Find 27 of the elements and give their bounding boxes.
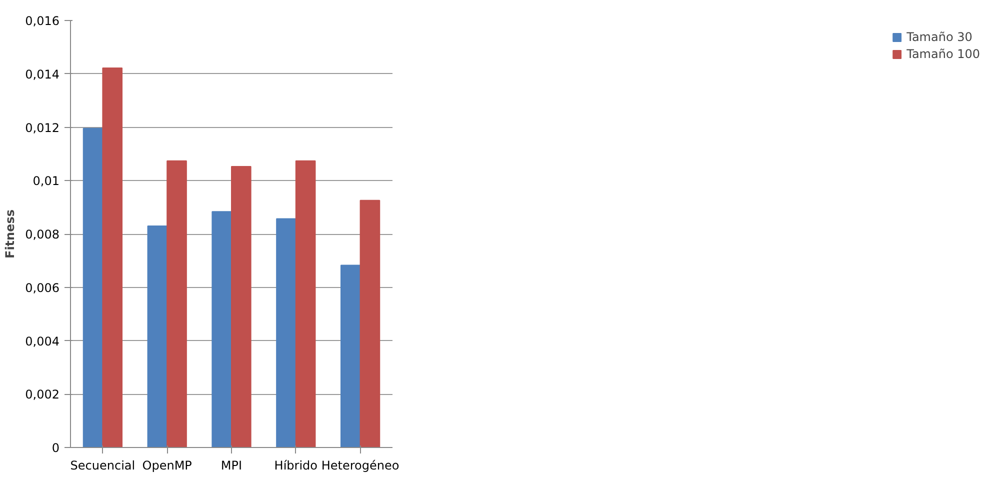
bar — [276, 218, 296, 448]
y-tick-label: 0 — [52, 441, 60, 455]
y-axis-title: Fitness — [3, 209, 18, 259]
y-tick-label: 0,002 — [25, 388, 60, 402]
y-tick-label: 0,014 — [25, 67, 60, 82]
x-tick-label: Heterogéneo — [321, 458, 400, 472]
y-tick-label: 0,004 — [25, 334, 60, 348]
y-tick-label: 0,008 — [25, 228, 60, 242]
bar — [231, 166, 252, 448]
x-tick-label: OpenMP — [142, 458, 192, 472]
bar — [360, 200, 380, 448]
bar — [212, 211, 232, 448]
bar — [102, 68, 123, 448]
bar — [82, 128, 104, 448]
bar — [295, 160, 316, 448]
bar — [166, 160, 187, 448]
legend-label: Tamaño 100 — [906, 47, 980, 61]
y-tick-label: 0,01 — [32, 174, 60, 188]
y-tick-label: 0,016 — [25, 14, 60, 28]
y-tick-label: 0,006 — [25, 280, 60, 295]
x-tick-label: Híbrido — [274, 458, 318, 472]
bar — [340, 264, 361, 448]
legend-label: Tamaño 30 — [906, 30, 972, 44]
bar — [147, 225, 168, 448]
y-tick-label: 0,012 — [25, 120, 60, 135]
x-tick-label: Secuencial — [70, 458, 136, 472]
x-tick-label: MPI — [220, 458, 242, 472]
